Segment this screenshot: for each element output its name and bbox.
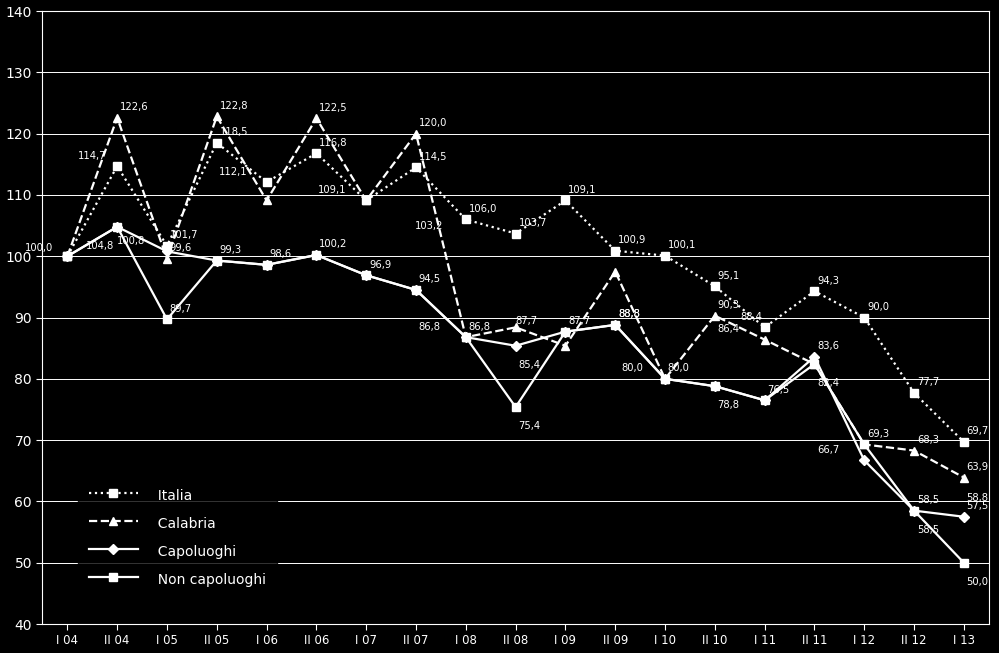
Text: 100,0: 100,0 — [25, 244, 54, 253]
Text: 98,6: 98,6 — [270, 249, 292, 259]
Text: 106,0: 106,0 — [469, 204, 497, 214]
Text: 112,1: 112,1 — [219, 167, 247, 176]
Text: 88,8: 88,8 — [618, 310, 640, 319]
Text: 100,8: 100,8 — [117, 236, 145, 246]
Text: 57,5: 57,5 — [967, 502, 989, 511]
Text: 76,5: 76,5 — [767, 385, 789, 394]
Text: 86,8: 86,8 — [419, 321, 441, 332]
Text: 99,6: 99,6 — [170, 243, 192, 253]
Text: 109,1: 109,1 — [568, 185, 596, 195]
Text: 95,1: 95,1 — [717, 271, 740, 281]
Text: 58,8: 58,8 — [967, 493, 989, 503]
Text: 109,1: 109,1 — [319, 185, 347, 195]
Text: 50,0: 50,0 — [967, 577, 989, 586]
Text: 58,5: 58,5 — [917, 495, 939, 505]
Text: 120,0: 120,0 — [419, 118, 448, 128]
Text: 88,8: 88,8 — [618, 310, 640, 319]
Text: 100,2: 100,2 — [320, 240, 348, 249]
Text: 80,0: 80,0 — [621, 363, 642, 374]
Text: 122,5: 122,5 — [320, 103, 348, 113]
Text: 96,9: 96,9 — [369, 260, 392, 270]
Text: 63,9: 63,9 — [967, 462, 989, 472]
Text: 88,4: 88,4 — [740, 311, 762, 322]
Text: 122,8: 122,8 — [220, 101, 248, 111]
Text: 99,3: 99,3 — [220, 245, 242, 255]
Text: 86,4: 86,4 — [717, 324, 739, 334]
Text: 104,8: 104,8 — [86, 241, 115, 251]
Text: 114,7: 114,7 — [78, 151, 106, 161]
Text: 103,2: 103,2 — [416, 221, 444, 231]
Text: 122,6: 122,6 — [120, 102, 149, 112]
Text: 68,3: 68,3 — [917, 435, 939, 445]
Text: 100,9: 100,9 — [618, 235, 646, 245]
Text: 66,7: 66,7 — [817, 445, 839, 454]
Text: 77,7: 77,7 — [917, 377, 939, 387]
Text: 78,8: 78,8 — [717, 400, 739, 410]
Text: 100,1: 100,1 — [667, 240, 696, 250]
Text: 118,5: 118,5 — [220, 127, 248, 137]
Text: 103,7: 103,7 — [518, 218, 546, 228]
Text: 87,7: 87,7 — [568, 316, 590, 326]
Text: 90,0: 90,0 — [867, 302, 889, 312]
Text: 94,5: 94,5 — [419, 274, 441, 285]
Text: 82,4: 82,4 — [817, 378, 839, 388]
Text: 80,0: 80,0 — [667, 363, 689, 374]
Text: 58,5: 58,5 — [917, 524, 939, 535]
Text: 114,5: 114,5 — [419, 151, 448, 162]
Legend:   Italia,   Calabria,   Capoluoghi,   Non capoluoghi: Italia, Calabria, Capoluoghi, Non capolu… — [78, 475, 277, 599]
Text: 90,3: 90,3 — [717, 300, 739, 310]
Text: 69,3: 69,3 — [867, 429, 889, 439]
Text: 94,3: 94,3 — [817, 276, 839, 285]
Text: 75,4: 75,4 — [518, 421, 540, 431]
Text: 69,7: 69,7 — [967, 426, 989, 436]
Text: 87,7: 87,7 — [515, 316, 537, 326]
Text: 85,4: 85,4 — [518, 360, 540, 370]
Text: 86,8: 86,8 — [469, 321, 491, 332]
Text: 101,7: 101,7 — [170, 231, 198, 240]
Text: 83,6: 83,6 — [817, 342, 839, 351]
Text: 89,7: 89,7 — [170, 304, 192, 314]
Text: 116,8: 116,8 — [320, 138, 348, 148]
